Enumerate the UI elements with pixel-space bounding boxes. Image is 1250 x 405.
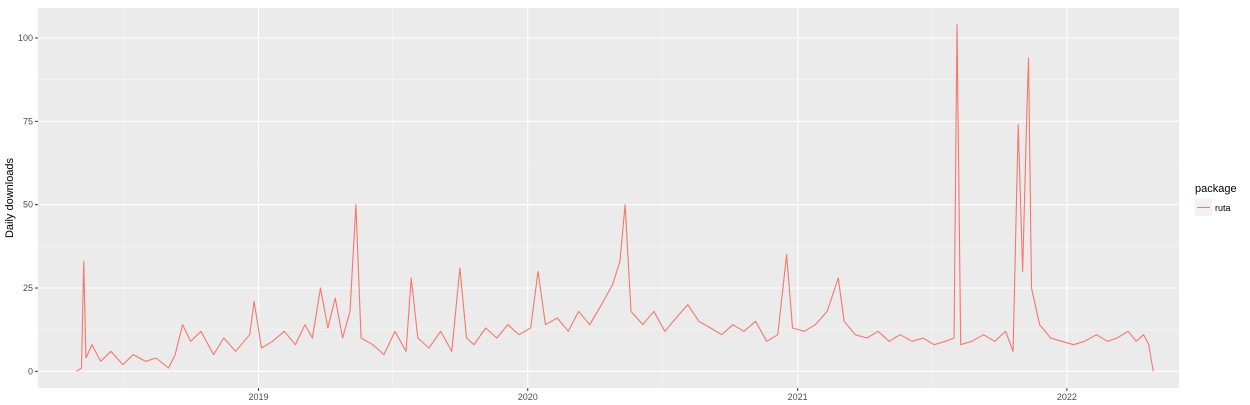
x-axis: 2019 2020 2021 2022 xyxy=(249,388,1077,402)
y-tick-label: 0 xyxy=(28,366,33,376)
series-layer xyxy=(76,24,1154,372)
y-tick-label: 75 xyxy=(23,116,33,126)
x-tick-label: 2021 xyxy=(788,392,808,402)
y-axis: 0 25 50 75 100 xyxy=(18,33,38,376)
series-line-ruta xyxy=(76,24,1154,372)
plot-panel xyxy=(38,8,1179,388)
x-tick-label: 2022 xyxy=(1057,392,1077,402)
minor-grid xyxy=(38,8,1179,388)
legend-title: package xyxy=(1195,183,1237,195)
legend-label-ruta: ruta xyxy=(1215,203,1231,213)
legend: package ruta xyxy=(1195,183,1237,216)
y-tick-label: 25 xyxy=(23,283,33,293)
y-tick-label: 100 xyxy=(18,33,33,43)
major-grid xyxy=(38,8,1179,388)
y-tick-label: 50 xyxy=(23,200,33,210)
x-tick-label: 2020 xyxy=(518,392,538,402)
y-axis-title: Daily downloads xyxy=(4,157,16,238)
x-tick-label: 2019 xyxy=(249,392,269,402)
